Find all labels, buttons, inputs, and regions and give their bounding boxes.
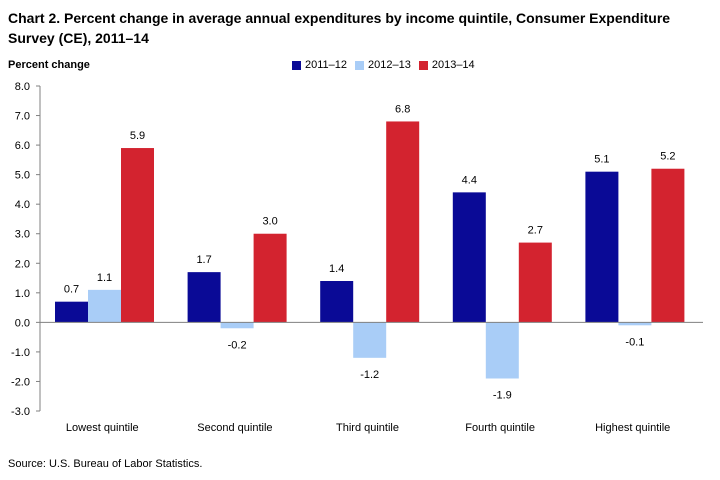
y-tick-label: 5.0 [15, 170, 30, 182]
bar-2012–13-Second quintile [220, 322, 254, 329]
x-tick-label: Fourth quintile [465, 422, 535, 434]
legend-swatch-2012-13 [355, 60, 365, 70]
y-axis-title: Percent change [8, 59, 90, 71]
legend-label-2013-14: 2013–14 [431, 59, 475, 71]
bar-2011–12-Lowest quintile [55, 301, 88, 323]
data-label: 2.7 [528, 225, 543, 237]
x-tick-label: Third quintile [336, 422, 399, 434]
y-tick-label: 4.0 [15, 199, 30, 211]
data-label: 4.4 [462, 174, 477, 186]
x-tick-label: Highest quintile [595, 422, 670, 434]
bar-2011–12-Second quintile [187, 272, 221, 323]
data-label: 3.0 [262, 216, 277, 228]
legend-item-2011-12: 2011–12 [292, 59, 347, 71]
source-note: Source: U.S. Bureau of Labor Statistics. [8, 458, 203, 470]
data-label: 1.1 [97, 272, 112, 284]
y-tick-label: 1.0 [15, 288, 30, 300]
bar-2012–13-Fourth quintile [485, 322, 519, 379]
y-tick-label: -3.0 [11, 406, 30, 418]
data-label: 5.9 [130, 130, 145, 142]
bar-2013–14-Fourth quintile [518, 242, 552, 323]
data-label: 1.7 [196, 254, 211, 266]
legend-label-2011-12: 2011–12 [305, 59, 348, 71]
y-tick-label: 2.0 [15, 258, 30, 270]
data-label: -1.2 [360, 369, 379, 381]
bar-2013–14-Second quintile [253, 233, 287, 323]
bar-2011–12-Third quintile [320, 281, 354, 323]
legend-item-2013-14: 2013–14 [418, 59, 475, 71]
y-tick-label: 7.0 [15, 111, 30, 123]
chart-title: Chart 2. Percent change in average annua… [8, 10, 671, 46]
y-tick-label: 3.0 [15, 229, 30, 241]
y-tick-label: 6.0 [15, 140, 30, 152]
x-tick-label: Second quintile [197, 422, 272, 434]
y-tick-label: -2.0 [11, 376, 30, 388]
data-label: 0.7 [64, 284, 79, 296]
data-label: 1.4 [329, 263, 344, 275]
data-label: 6.8 [395, 103, 410, 115]
bar-2012–13-Third quintile [353, 322, 387, 358]
legend-swatch-2013-14 [418, 60, 428, 70]
bar-2013–14-Lowest quintile [121, 148, 154, 323]
data-label: -1.9 [493, 390, 512, 402]
legend-item-2012-13: 2012–13 [355, 59, 411, 71]
bar-2011–12-Highest quintile [585, 171, 619, 323]
bar-2012–13-Highest quintile [618, 322, 652, 326]
bar-2012–13-Lowest quintile [88, 289, 121, 323]
legend-swatch-2011-12 [292, 60, 301, 70]
data-label: -0.2 [228, 339, 247, 351]
data-label: 5.2 [660, 151, 675, 163]
x-tick-label: Lowest quintile [66, 422, 139, 434]
bar-2013–14-Third quintile [386, 121, 420, 323]
bar-2011–12-Fourth quintile [452, 192, 486, 323]
data-label: 5.1 [594, 154, 609, 166]
legend-label-2012-13: 2012–13 [368, 59, 411, 71]
y-tick-label: -1.0 [11, 347, 30, 359]
legend: 2011–12 2012–13 2013–14 [292, 59, 483, 71]
y-tick-label: 0.0 [15, 317, 30, 329]
bar-2013–14-Highest quintile [651, 168, 685, 323]
data-label: -0.1 [625, 336, 644, 348]
y-tick-label: 8.0 [15, 81, 30, 93]
